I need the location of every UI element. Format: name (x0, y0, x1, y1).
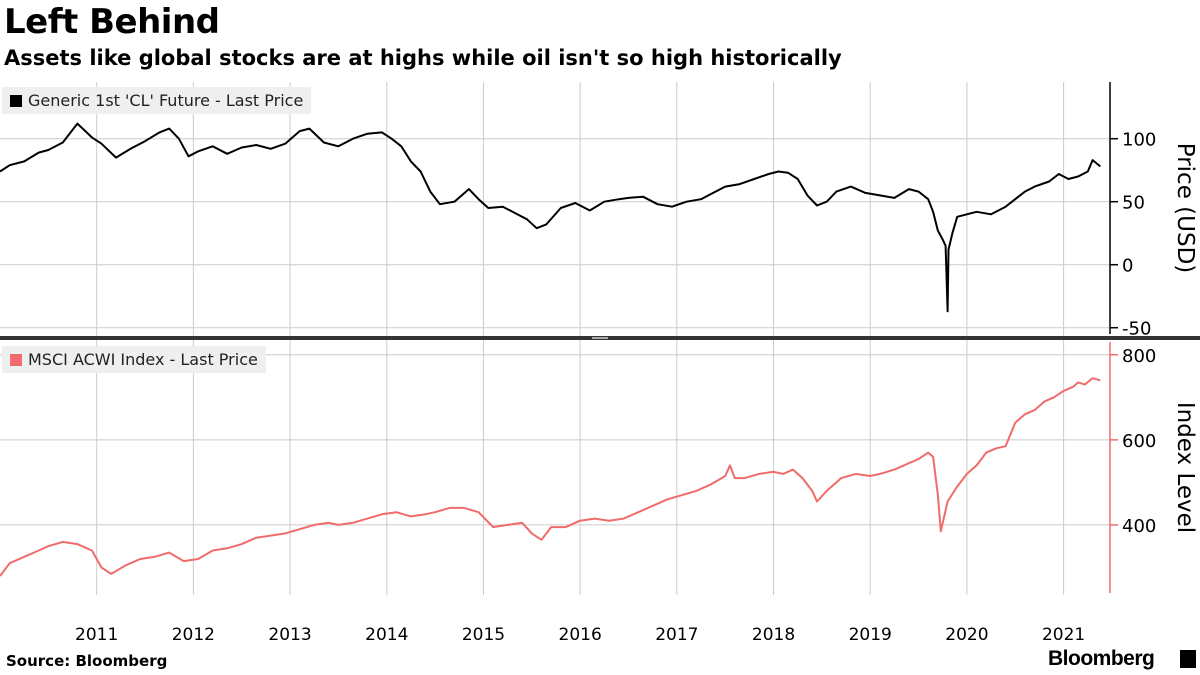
x-tick-label: 2018 (752, 625, 795, 645)
msci-index-line (0, 377, 1101, 577)
bloomberg-logo-icon (1180, 650, 1196, 668)
y-tick-label: -50 (1122, 319, 1151, 340)
legend-msci-swatch (10, 353, 22, 366)
x-tick-label: 2021 (1042, 625, 1085, 645)
panel-divider-handle (592, 337, 608, 339)
bloomberg-logo: Bloomberg (1048, 647, 1155, 670)
y-tick-label: 800 (1122, 346, 1156, 367)
legend-msci: MSCI ACWI Index - Last Price (2, 346, 266, 373)
oil-price-line (0, 122, 1101, 313)
x-tick-label: 2016 (559, 625, 602, 645)
legend-msci-label: MSCI ACWI Index - Last Price (28, 350, 258, 369)
y-tick-label: 100 (1122, 130, 1156, 151)
x-tick-label: 2020 (945, 625, 988, 645)
x-tick-label: 2015 (462, 625, 505, 645)
x-tick-label: 2017 (655, 625, 698, 645)
y-tick-label: 50 (1122, 193, 1145, 214)
y-tick-label: 0 (1122, 256, 1133, 277)
x-tick-label: 2011 (75, 625, 118, 645)
legend-oil-swatch (10, 94, 22, 107)
chart-title: Left Behind (4, 2, 220, 42)
source-note: Source: Bloomberg (6, 652, 168, 670)
oil-axis-title: Price (USD) (1172, 143, 1198, 274)
x-tick-label: 2014 (365, 625, 408, 645)
chart-subtitle: Assets like global stocks are at highs w… (4, 46, 842, 70)
x-tick-label: 2012 (172, 625, 215, 645)
y-tick-label: 600 (1122, 431, 1156, 452)
legend-oil-label: Generic 1st 'CL' Future - Last Price (28, 91, 304, 110)
legend-oil: Generic 1st 'CL' Future - Last Price (2, 87, 312, 114)
msci-axis-title: Index Level (1172, 402, 1198, 533)
x-tick-label: 2013 (268, 625, 311, 645)
x-tick-label: 2019 (849, 625, 892, 645)
y-tick-label: 400 (1122, 516, 1156, 537)
